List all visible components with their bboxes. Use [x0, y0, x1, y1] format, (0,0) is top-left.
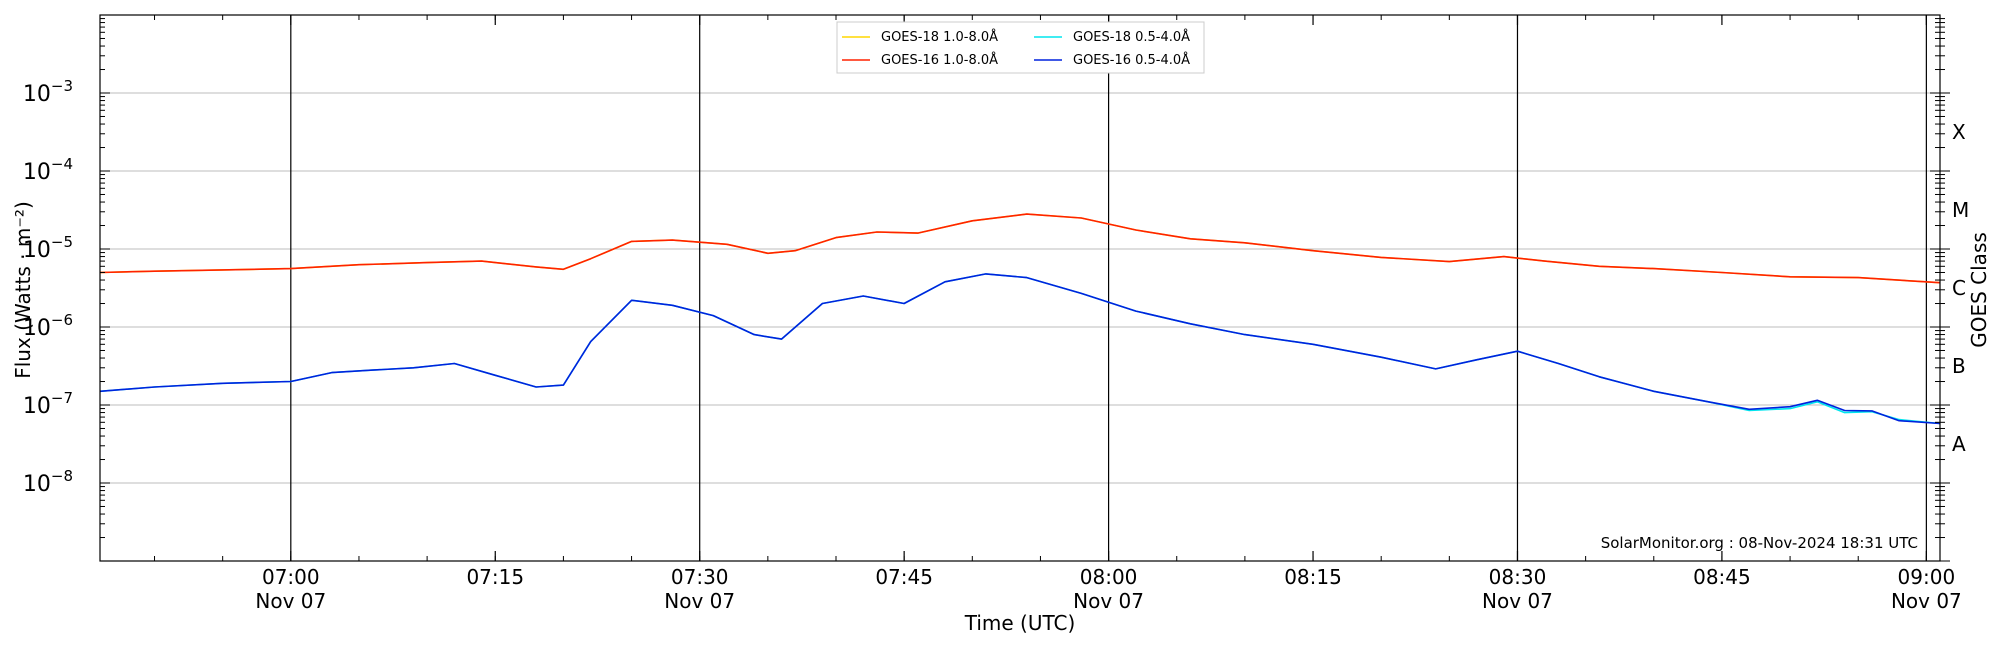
goes-class-labels: X M C B A — [1952, 120, 1969, 456]
y-tick-label: 10−6 — [23, 311, 73, 341]
x-tick-label: 08:30 — [1489, 565, 1547, 589]
y-tick-base: 10 — [23, 82, 51, 107]
y-tick-base: 10 — [23, 238, 51, 263]
x-tick-sublabel: Nov 07 — [255, 589, 326, 613]
y-tick-exponent: −8 — [51, 467, 73, 485]
goes-class-label: C — [1952, 276, 1966, 300]
series-line-2 — [99, 213, 1941, 284]
grid-lines — [100, 92, 1940, 484]
x-tick-sublabel: Nov 07 — [664, 589, 735, 613]
y-tick-label: 10−3 — [23, 77, 73, 107]
y-tick-base: 10 — [23, 394, 51, 419]
goes-class-label: X — [1952, 120, 1966, 144]
series-line-3 — [99, 273, 1941, 425]
x-tick-label: 08:45 — [1693, 565, 1751, 589]
y-tick-exponent: −7 — [51, 389, 73, 407]
plot-frame — [99, 14, 1941, 562]
x-tick-sublabel: Nov 07 — [1891, 589, 1962, 613]
legend-box — [836, 21, 1205, 74]
goes-class-label: A — [1952, 432, 1966, 456]
y-tick-label: 10−7 — [23, 389, 73, 419]
y-tick-exponent: −3 — [51, 77, 73, 95]
y-tick-base: 10 — [23, 472, 51, 497]
goes-class-label: M — [1952, 198, 1969, 222]
y-tick-base: 10 — [23, 160, 51, 185]
right-axis-label: GOES Class — [1967, 232, 1991, 348]
y-tick-exponent: −5 — [51, 233, 73, 251]
x-tick-label: 07:30 — [671, 565, 729, 589]
x-tick-label: 09:00 — [1898, 565, 1956, 589]
goes-class-label: B — [1952, 354, 1966, 378]
x-axis-label: Time (UTC) — [964, 611, 1076, 635]
x-tick-label: 07:00 — [262, 565, 320, 589]
x-tick-label: 07:15 — [466, 565, 524, 589]
legend-label-goes16-long: GOES-16 1.0-8.0Å — [881, 52, 998, 68]
x-tick-sublabel: Nov 07 — [1073, 589, 1144, 613]
y-tick-base: 10 — [23, 316, 51, 341]
legend-label-goes18-short: GOES-18 0.5-4.0Å — [1073, 29, 1190, 45]
x-tick-label: 07:45 — [875, 565, 933, 589]
series-lines — [99, 213, 1941, 425]
legend-label-goes16-short: GOES-16 0.5-4.0Å — [1073, 52, 1190, 68]
y-tick-label: 10−4 — [23, 155, 73, 185]
x-tick-label: 08:00 — [1080, 565, 1138, 589]
y-tick-label: 10−8 — [23, 467, 73, 497]
source-annotation: SolarMonitor.org : 08-Nov-2024 18:31 UTC — [1601, 534, 1918, 552]
y-tick-exponent: −4 — [51, 155, 73, 173]
y-axis-ticks: 10−310−410−510−610−710−8 — [23, 18, 1950, 562]
y-tick-label: 10−5 — [23, 233, 73, 263]
x-tick-sublabel: Nov 07 — [1482, 589, 1553, 613]
y-axis-label: Flux (Watts · m⁻²) — [11, 201, 35, 379]
legend-label-goes18-long: GOES-18 1.0-8.0Å — [881, 29, 998, 45]
x-tick-label: 08:15 — [1284, 565, 1342, 589]
y-tick-exponent: −6 — [51, 311, 73, 329]
legend: GOES-18 1.0-8.0Å GOES-18 0.5-4.0Å GOES-1… — [836, 21, 1205, 74]
day-marker-lines — [290, 15, 1927, 561]
